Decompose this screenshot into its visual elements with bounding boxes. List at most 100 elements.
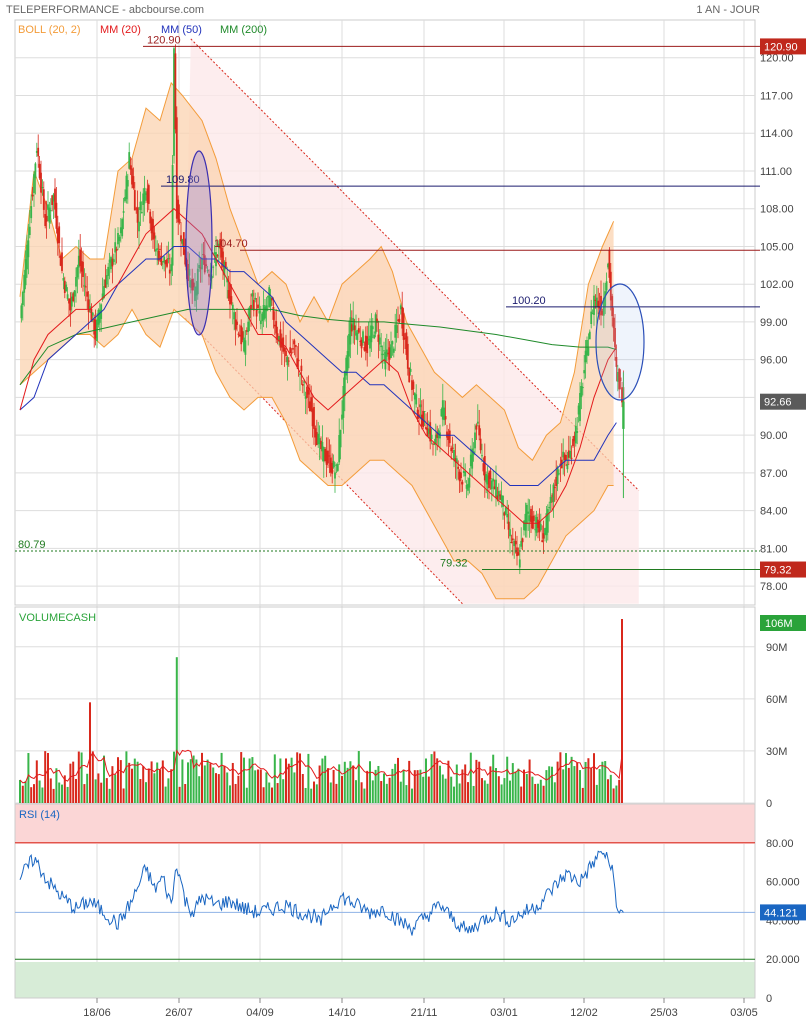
volume-bar	[139, 779, 142, 803]
candle-down	[357, 328, 360, 333]
candle-up	[467, 483, 469, 491]
candle-down	[444, 416, 447, 420]
candle-down	[31, 194, 34, 197]
candle-down	[72, 293, 75, 302]
volume-bar	[187, 762, 189, 803]
candle-down	[511, 538, 514, 541]
volume-bar	[559, 752, 562, 803]
date-tick-label: 12/02	[570, 1007, 598, 1019]
volume-bar	[357, 751, 360, 803]
volume-bar	[523, 769, 525, 803]
volume-bar	[562, 769, 565, 803]
candle-up	[122, 211, 125, 213]
candle-down	[199, 267, 202, 269]
candle-down	[376, 318, 378, 323]
candle-down	[178, 219, 181, 223]
volume-bar	[539, 779, 542, 803]
price-tick-label: 114.00	[760, 128, 793, 140]
volume-bar	[69, 763, 72, 803]
candle-up	[616, 372, 619, 382]
candle-down	[168, 269, 171, 274]
candle-up	[440, 409, 443, 417]
candle-down	[230, 296, 233, 304]
candle-up	[33, 174, 35, 194]
volume-bar	[299, 753, 301, 803]
candle-down	[398, 318, 401, 322]
candle-down	[82, 261, 84, 277]
price-tag-box	[760, 393, 806, 410]
candle-down	[314, 428, 317, 438]
volume-bar	[122, 788, 125, 803]
candle-down	[621, 387, 623, 403]
candle-up	[349, 317, 352, 345]
candle-down	[612, 317, 615, 329]
candle-down	[328, 455, 331, 457]
chart-period: 1 AN - JOUR	[696, 4, 760, 16]
volume-bar	[461, 769, 464, 803]
candle-down	[37, 147, 40, 157]
mm20-line	[19, 208, 617, 524]
volume-bar	[579, 770, 581, 803]
candle-up	[423, 411, 426, 412]
candle-down	[132, 176, 135, 189]
volume-last-tag	[760, 615, 806, 631]
candle-up	[181, 239, 184, 244]
rsi-oversold-zone	[15, 962, 755, 998]
candle-down	[104, 279, 107, 288]
candle-up	[103, 286, 105, 299]
candle-up	[523, 520, 525, 531]
candle-up	[346, 351, 349, 371]
candle-down	[517, 552, 520, 556]
candle-down	[45, 215, 48, 222]
candle-down	[300, 365, 303, 371]
volume-bar	[310, 788, 313, 803]
legend-mm200: MM (200)	[220, 24, 267, 36]
volume-bar	[254, 770, 257, 803]
candle-up	[142, 193, 145, 205]
volume-bar	[377, 765, 380, 803]
volume-bar	[41, 787, 44, 803]
candle-up	[569, 451, 572, 458]
candle-down	[240, 325, 243, 345]
candle-up	[70, 296, 73, 307]
volume-bar	[576, 762, 579, 803]
candle-up	[476, 421, 479, 424]
volume-bar	[545, 770, 548, 803]
candle-down	[594, 299, 597, 301]
date-axis: 18/06 26/07 04/09 14/10 21/11 03/01 12/02 25/03…	[83, 998, 758, 1019]
candle-up	[163, 256, 166, 263]
volume-bar	[75, 778, 77, 803]
volume-bar	[450, 776, 453, 803]
volume-bar	[296, 752, 299, 803]
price-ellipse-annotations	[185, 150, 645, 401]
candle-up	[66, 294, 69, 299]
volume-bar	[433, 751, 436, 803]
rsi-tick-label: 60.000	[766, 877, 800, 889]
candle-down	[294, 345, 297, 347]
candle-up	[264, 306, 266, 319]
volume-bar	[161, 760, 164, 803]
volume-bar	[89, 702, 91, 803]
candle-up	[198, 265, 201, 269]
volume-bars	[19, 619, 623, 803]
volume-bar	[489, 766, 492, 803]
candle-up	[139, 201, 142, 210]
candle-up	[593, 295, 595, 315]
candle-down	[93, 318, 96, 335]
volume-bar	[285, 758, 287, 803]
volume-bar	[38, 780, 41, 803]
candle-up	[524, 513, 527, 531]
candle-up	[556, 467, 559, 484]
candle-down	[310, 397, 313, 411]
candle-up	[380, 345, 383, 348]
volume-bar	[447, 760, 450, 803]
volume-bar	[136, 761, 139, 803]
candle-down	[598, 307, 601, 309]
candle-up	[485, 474, 488, 483]
candle-down	[553, 487, 556, 489]
volume-bar	[27, 753, 30, 803]
volume-bar	[251, 757, 254, 803]
candle-down	[292, 348, 294, 350]
volume-bar	[346, 767, 349, 803]
candle-down	[38, 163, 41, 179]
